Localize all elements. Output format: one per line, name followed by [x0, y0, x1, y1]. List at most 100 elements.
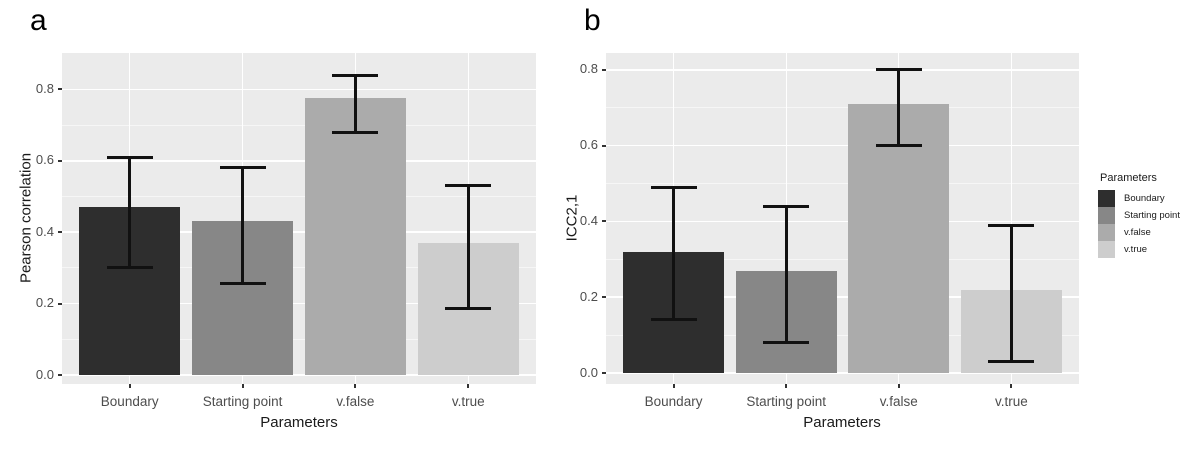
major-gridline: [606, 296, 1079, 298]
panel-b-x-axis-title: Parameters: [803, 414, 881, 431]
y-axis-tick-label: 0.4: [579, 212, 598, 228]
error-bar-cap-top: [219, 166, 266, 170]
error-bar-cap-bottom: [106, 266, 153, 270]
bar-v-false: [848, 103, 950, 373]
y-axis-tick: [58, 302, 62, 305]
error-bar-line: [1009, 225, 1013, 362]
minor-gridline: [62, 124, 536, 126]
y-axis-tick: [58, 231, 62, 234]
legend-item-label: Boundary: [1124, 193, 1165, 204]
y-axis-tick: [602, 144, 606, 147]
major-gridline: [606, 69, 1079, 71]
y-axis-tick-label: 0.0: [579, 364, 598, 380]
error-bar-line: [672, 187, 676, 320]
error-bar-cap-top: [332, 73, 379, 77]
x-axis-tick-label: v.false: [336, 394, 375, 409]
major-gridline: [62, 231, 536, 233]
error-bar-line: [784, 206, 788, 343]
legend-swatch-icon: [1098, 241, 1115, 258]
x-axis-tick-label: v.true: [995, 394, 1028, 409]
y-axis-tick: [58, 88, 62, 91]
legend-item-label: Starting point: [1124, 210, 1180, 221]
legend-item-label: v.true: [1124, 244, 1148, 255]
panel-b-label: b: [584, 4, 601, 37]
y-axis-tick-label: 0.6: [579, 137, 598, 153]
legend-item-label: v.false: [1124, 227, 1151, 238]
legend-item: Boundary: [1098, 190, 1180, 207]
minor-gridline: [606, 334, 1079, 336]
major-gridline: [606, 220, 1079, 223]
legend-item: v.true: [1098, 241, 1180, 258]
error-bar-line: [128, 157, 132, 268]
minor-gridline: [606, 107, 1079, 109]
error-bar-cap-top: [988, 223, 1035, 227]
x-axis-tick-label: Boundary: [100, 394, 159, 409]
major-gridline: [62, 374, 536, 376]
major-gridline: [62, 88, 536, 91]
y-axis-tick: [602, 68, 606, 71]
x-axis-tick: [241, 384, 244, 388]
vertical-gridline: [1010, 53, 1012, 384]
error-bar-line: [466, 185, 470, 309]
x-axis-tick-label: v.false: [879, 394, 918, 409]
error-bar-cap-bottom: [332, 130, 379, 134]
y-axis-tick-label: 0.2: [35, 295, 54, 311]
error-bar-cap-top: [875, 68, 922, 72]
legend-swatch-icon: [1098, 207, 1115, 224]
major-gridline: [606, 144, 1079, 147]
error-bar-line: [241, 167, 245, 284]
error-bar-cap-bottom: [763, 341, 810, 345]
y-axis-tick: [58, 159, 62, 162]
y-axis-tick-label: 0.0: [35, 366, 54, 382]
error-bar-line: [353, 75, 357, 133]
error-bar-cap-top: [650, 185, 697, 189]
y-axis-tick-label: 0.6: [35, 152, 54, 168]
x-axis-tick: [467, 384, 470, 388]
legend-items: Boundary Starting point v.false v.true: [1098, 190, 1180, 258]
x-axis-tick: [672, 384, 675, 388]
major-gridline: [62, 302, 536, 305]
legend: Parameters Boundary Starting point v.false…: [1098, 172, 1180, 258]
x-axis-tick: [1010, 384, 1013, 388]
error-bar-cap-bottom: [445, 307, 492, 311]
minor-gridline: [606, 183, 1079, 184]
x-axis-tick: [128, 384, 131, 388]
error-bar-cap-bottom: [875, 144, 922, 148]
error-bar-cap-top: [763, 204, 810, 208]
error-bar-cap-bottom: [219, 282, 266, 286]
legend-swatch-icon: [1098, 224, 1115, 241]
y-axis-tick-label: 0.8: [579, 61, 598, 77]
y-axis-tick: [58, 374, 62, 376]
error-bar-line: [897, 69, 901, 146]
panel-a-label: a: [30, 4, 47, 37]
y-axis-tick: [602, 296, 606, 299]
legend-item: Starting point: [1098, 207, 1180, 224]
panel-b-plot-area: 0.0 0.2 0.4 0.6 0.8 Boundary Starting point v.f…: [580, 53, 1079, 409]
x-axis-tick-label: Starting point: [202, 394, 283, 409]
error-bar-cap-bottom: [650, 318, 697, 322]
minor-gridline: [62, 196, 536, 197]
major-gridline: [62, 160, 536, 162]
legend-item: v.false: [1098, 224, 1180, 241]
legend-swatch-icon: [1098, 190, 1115, 207]
legend-title: Parameters: [1100, 172, 1157, 184]
bar-v-false: [304, 98, 407, 375]
y-axis-tick: [602, 220, 606, 223]
panel-a-plot-area: 0.0 0.2 0.4 0.6 0.8 Boundary Starting point v.f…: [36, 53, 536, 409]
x-axis-tick: [785, 384, 788, 388]
minor-gridline: [62, 338, 536, 340]
x-axis-tick-label: Starting point: [746, 394, 826, 409]
y-axis-tick-label: 0.2: [579, 288, 598, 304]
y-axis-tick-label: 0.4: [35, 223, 54, 239]
error-bar-cap-top: [445, 184, 492, 188]
panel-a-x-axis-title: Parameters: [260, 414, 338, 431]
x-axis-tick-label: v.true: [451, 394, 485, 409]
error-bar-cap-top: [106, 155, 153, 159]
panel-a-y-axis-title: Pearson correlation: [17, 152, 35, 284]
minor-gridline: [606, 258, 1079, 260]
x-axis-tick-label: Boundary: [644, 394, 703, 409]
major-gridline: [606, 372, 1079, 374]
x-axis-tick: [354, 384, 357, 388]
x-axis-tick: [897, 384, 900, 388]
